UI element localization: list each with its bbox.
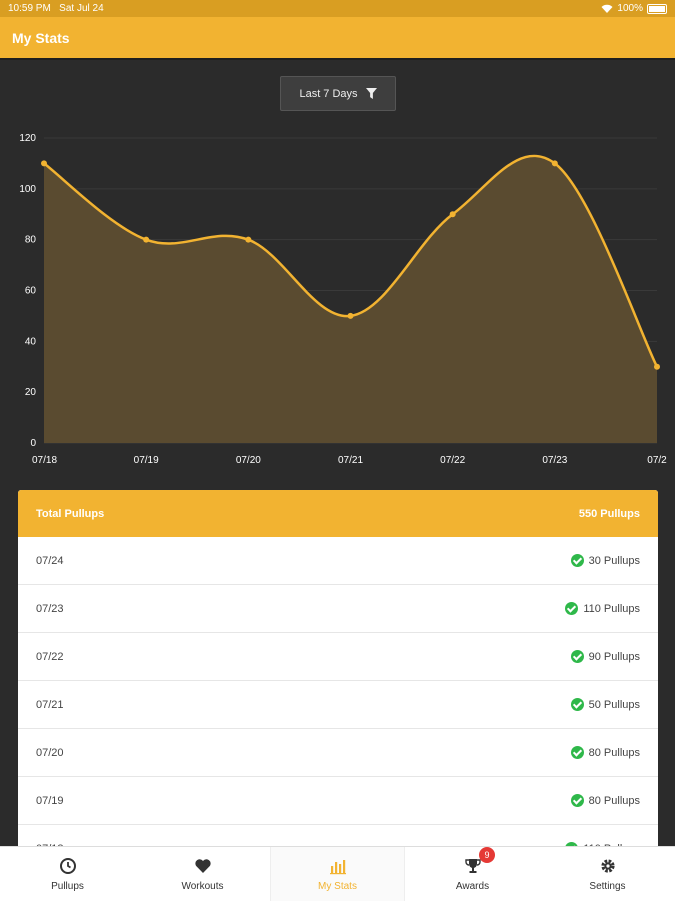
row-value: 110 Pullups	[565, 602, 640, 615]
y-tick-label: 20	[25, 387, 37, 398]
summary-row: 07/20 80 Pullups	[18, 729, 658, 777]
y-tick-label: 40	[25, 336, 37, 347]
tab-label: My Stats	[318, 880, 357, 892]
status-bar: 10:59 PM Sat Jul 24 100%	[0, 0, 675, 17]
battery-percent: 100%	[617, 3, 643, 14]
tab-label: Awards	[455, 880, 490, 892]
summary-list: 07/24 30 Pullups 07/23 110 Pullups 07/22 90 P…	[18, 537, 658, 855]
page-title: My Stats	[12, 30, 70, 46]
x-tick-label: 07/22	[440, 455, 465, 466]
trophy-icon	[464, 857, 482, 875]
check-icon	[570, 554, 584, 567]
row-value-text: 30 Pullups	[588, 554, 640, 567]
y-tick-label: 80	[25, 235, 37, 246]
x-tick-label: 07/20	[236, 455, 261, 466]
check-icon	[570, 650, 584, 663]
data-point	[449, 211, 456, 218]
row-value: 30 Pullups	[570, 554, 640, 567]
total-value: 550 Pullups	[578, 507, 640, 520]
row-date: 07/21	[36, 698, 64, 711]
check-icon	[570, 698, 584, 711]
y-tick-label: 120	[19, 133, 36, 144]
tab-label: Pullups	[51, 880, 84, 892]
bar-chart-icon	[329, 857, 347, 875]
row-date: 07/22	[36, 650, 64, 663]
summary-header: Total Pullups 550 Pullups	[18, 490, 658, 537]
total-label: Total Pullups	[36, 507, 105, 520]
y-tick-label: 100	[19, 184, 36, 195]
pullups-area-chart: 0 20 40 60 80 100 120 07/18 07/19 07/20 07/21 07/22…	[19, 133, 667, 466]
row-value-text: 80 Pullups	[588, 794, 640, 807]
timer-icon	[59, 857, 77, 875]
summary-row: 07/21 50 Pullups	[18, 681, 658, 729]
tab-label: Settings	[589, 880, 626, 892]
y-tick-label: 60	[25, 286, 37, 297]
check-icon	[570, 746, 584, 759]
row-date: 07/24	[36, 554, 64, 567]
data-point	[245, 236, 252, 243]
row-date: 07/20	[36, 746, 64, 759]
row-value-text: 50 Pullups	[588, 698, 640, 711]
tab-label: Workouts	[181, 880, 224, 892]
data-point	[551, 160, 558, 167]
row-value-text: 110 Pullups	[583, 602, 640, 615]
row-value: 80 Pullups	[570, 746, 640, 759]
data-point	[41, 160, 47, 167]
data-point	[654, 363, 660, 370]
notification-badge: 9	[479, 847, 495, 863]
filter-icon	[365, 88, 377, 99]
battery-icon	[647, 3, 667, 14]
row-value: 50 Pullups	[570, 698, 640, 711]
filter-label: Last 7 Days	[299, 87, 358, 100]
tab-awards[interactable]: Awards 9	[405, 847, 540, 901]
data-point	[143, 236, 150, 243]
summary-row: 07/23 110 Pullups	[18, 585, 658, 633]
summary-row: 07/22 90 Pullups	[18, 633, 658, 681]
tab-workouts[interactable]: Workouts	[135, 847, 270, 901]
tab-my-stats[interactable]: My Stats	[270, 847, 405, 901]
status-right: 100%	[601, 3, 667, 14]
summary-row: 07/24 30 Pullups	[18, 537, 658, 585]
y-tick-label: 0	[30, 438, 36, 449]
row-value: 90 Pullups	[570, 650, 640, 663]
x-tick-label: 07/18	[32, 455, 57, 466]
row-value-text: 80 Pullups	[588, 746, 640, 759]
gear-icon	[599, 857, 617, 875]
pullups-summary-card: Total Pullups 550 Pullups 07/24 30 Pullup…	[18, 490, 658, 855]
row-value-text: 90 Pullups	[588, 650, 640, 663]
tab-bar: Pullups Workouts My Stats Awards 9 Settings	[0, 846, 675, 901]
heart-icon	[194, 857, 212, 875]
series-area	[44, 155, 657, 443]
row-value: 80 Pullups	[570, 794, 640, 807]
x-tick-label: 07/19	[134, 455, 159, 466]
x-tick-label: 07/21	[338, 455, 363, 466]
check-icon	[565, 602, 579, 615]
status-time: 10:59 PM Sat Jul 24	[8, 3, 104, 14]
check-icon	[570, 794, 584, 807]
row-date: 07/19	[36, 794, 64, 807]
data-point	[347, 312, 354, 319]
date-range-filter-button[interactable]: Last 7 Days	[280, 76, 396, 111]
nav-bar: My Stats	[0, 17, 675, 60]
summary-row: 07/19 80 Pullups	[18, 777, 658, 825]
x-tick-label: 07/2	[647, 455, 667, 466]
row-date: 07/23	[36, 602, 64, 615]
tab-settings[interactable]: Settings	[540, 847, 675, 901]
x-tick-label: 07/23	[542, 455, 567, 466]
tab-pullups[interactable]: Pullups	[0, 847, 135, 901]
wifi-icon	[601, 4, 613, 13]
